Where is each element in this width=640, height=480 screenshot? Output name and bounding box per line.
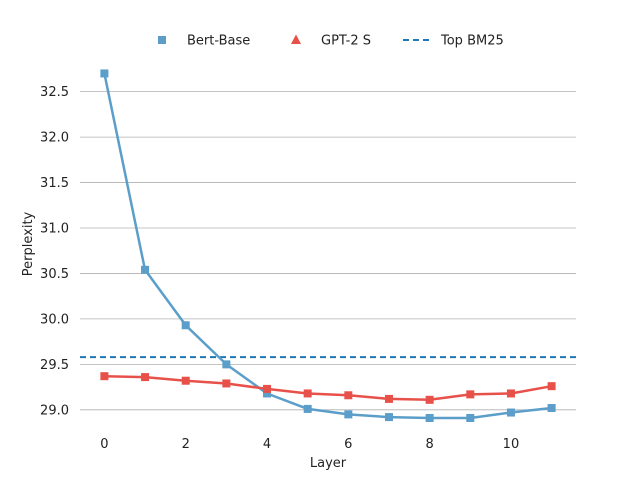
data-point-gpt-2-s <box>181 376 190 385</box>
x-tick-label: 2 <box>182 437 190 452</box>
x-tick-label: 8 <box>425 437 433 452</box>
data-point-gpt-2-s <box>425 395 434 404</box>
x-tick-label: 4 <box>263 437 271 452</box>
y-axis-label: Perplexity <box>21 211 36 276</box>
data-point-bert-base <box>263 389 272 398</box>
x-axis-ticks: 0 2 4 6 8 10 <box>100 437 519 452</box>
legend: Bert-Base GPT-2 S Top BM25 <box>158 34 504 49</box>
y-tick-label: 32.5 <box>40 85 69 100</box>
y-tick-label: 30.0 <box>40 312 69 327</box>
data-point-gpt-2-s <box>506 389 515 398</box>
series-line-bert-base <box>103 73 552 420</box>
legend-label-gpt-2-s: GPT-2 S <box>321 34 371 49</box>
y-tick-label: 29.0 <box>40 403 69 418</box>
y-tick-label: 30.5 <box>40 267 69 282</box>
x-tick-label: 10 <box>503 437 520 452</box>
data-point-bert-base <box>141 265 150 274</box>
data-point-gpt-2-s <box>303 389 312 398</box>
data-point-gpt-2-s <box>141 373 150 382</box>
data-point-bert-base <box>303 404 312 413</box>
y-tick-label: 32.0 <box>40 131 69 146</box>
data-point-bert-base <box>547 404 556 412</box>
data-point-gpt-2-s <box>384 394 393 403</box>
data-point-bert-base <box>181 321 190 330</box>
x-tick-label: 6 <box>344 437 352 452</box>
data-series <box>100 69 556 422</box>
series-line-gpt-2-s <box>104 374 552 402</box>
data-point-gpt-2-s <box>100 372 109 381</box>
x-axis-label: Layer <box>310 456 347 471</box>
y-tick-label: 31.5 <box>40 176 69 191</box>
data-point-gpt-2-s <box>547 382 556 391</box>
data-point-bert-base <box>506 408 515 417</box>
data-point-gpt-2-s <box>344 391 353 400</box>
data-point-bert-base <box>344 410 353 419</box>
data-point-bert-base <box>425 414 434 422</box>
y-tick-label: 29.5 <box>40 358 69 373</box>
data-point-gpt-2-s <box>263 384 272 393</box>
data-point-bert-base <box>222 360 231 369</box>
data-point-gpt-2-s <box>222 379 231 388</box>
data-point-gpt-2-s <box>466 390 475 399</box>
x-tick-label: 0 <box>100 437 108 452</box>
y-tick-label: 31.0 <box>40 222 69 237</box>
legend-marker-gpt-2-s <box>291 34 301 44</box>
data-point-bert-base <box>100 69 109 78</box>
grid-lines <box>80 91 576 411</box>
data-point-bert-base <box>466 414 475 422</box>
data-point-bert-base <box>384 413 393 422</box>
legend-marker-bert-base <box>158 36 166 44</box>
legend-label-bert-base: Bert-Base <box>187 34 250 49</box>
legend-label-top-bm25: Top BM25 <box>440 34 504 49</box>
y-axis-ticks: 29.0 29.5 30.0 30.5 31.0 31.5 32.0 32.5 <box>40 85 69 418</box>
